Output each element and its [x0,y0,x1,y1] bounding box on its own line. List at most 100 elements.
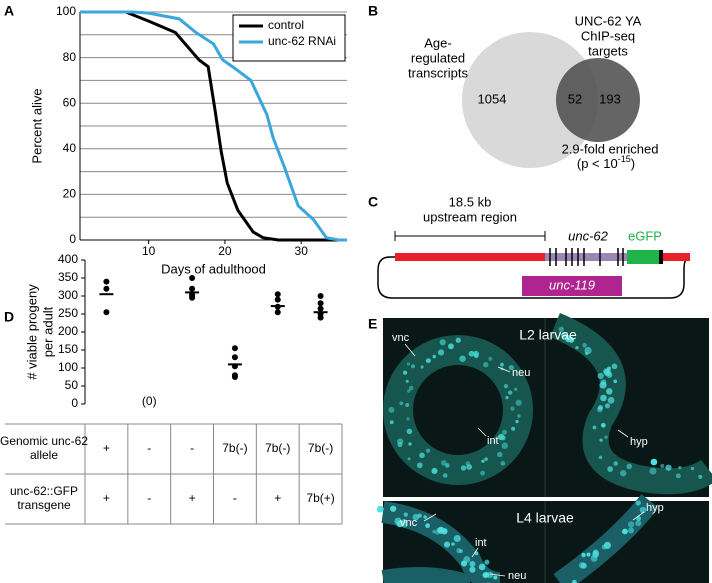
nucleus [406,417,410,421]
data-point [103,285,110,292]
y-tick-label: 60 [63,95,77,109]
nucleus [419,452,425,459]
nucleus [581,552,586,558]
nucleus [412,513,420,521]
nucleus [660,463,665,469]
data-point [317,305,324,312]
nucleus [500,362,504,367]
legend-label: control [268,18,304,32]
nucleus [484,457,488,461]
nucleus [493,575,498,580]
x-tick-label: 10 [142,244,156,258]
exons [549,248,624,266]
table-cell: 7b(-) [265,441,290,455]
nucleus [584,346,592,355]
data-point [189,285,196,292]
row-header: allele [30,448,58,462]
nucleus [431,467,438,474]
panel-letter: E [368,316,377,332]
nucleus [483,362,489,368]
cell-label: hyp [630,436,648,448]
marker-label: unc-119 [549,277,595,292]
nucleus [571,579,577,583]
reporter-label: eGFP [628,228,662,243]
nucleus [399,401,404,406]
nucleus [484,559,490,565]
cell-label: vnc [392,332,410,344]
p-value-exponent: -15 [618,154,631,164]
nucleus [390,505,397,512]
nucleus [580,562,587,569]
data-point [317,293,324,299]
nucleus [517,414,521,418]
nucleus [453,534,461,542]
venn-count: 52 [568,91,582,106]
nucleus [396,520,404,528]
nucleus [613,461,618,466]
venn-circle [556,58,640,142]
nucleus [443,541,451,548]
nucleus [501,442,509,449]
data-point [103,278,110,285]
nucleus [514,387,518,391]
nucleus [406,389,411,393]
nucleus [678,465,682,470]
nucleus [606,388,613,395]
nucleus [568,336,575,343]
venn: Age- regulated transcripts UNC-62 YA ChI… [408,13,658,171]
table-cell: 7b(+) [306,491,334,505]
y-tick-label: 100 [58,360,78,374]
table-cell: 7b(-) [308,441,333,455]
cell-label: int [487,435,499,447]
nucleus [607,466,614,472]
nucleus [481,459,485,463]
nucleus [403,512,408,517]
nucleus [388,406,395,413]
y-axis-label: per adult [40,306,55,357]
y-axis-label: # viable progeny [24,284,39,380]
nucleus [606,372,613,378]
legend-box [232,14,346,62]
y-tick-label: 350 [58,270,78,284]
y-tick-label: 200 [58,324,78,338]
nucleus [611,363,618,370]
span-label: 18.5 kb [449,194,492,209]
nucleus [604,403,611,409]
nucleus [478,563,486,571]
nucleus [498,433,505,441]
nucleus [607,366,611,371]
nucleus [635,520,642,527]
nucleus [627,521,635,528]
nucleus [639,506,647,514]
nucleus [432,529,437,534]
image-title: L2 larvae [519,327,577,343]
nucleus [592,550,600,558]
row-header: unc-62::GFP [10,484,78,498]
table-cell: - [233,491,237,505]
nucleus [469,566,476,573]
table-cell: + [189,491,196,505]
cell-label: int [475,537,487,549]
nucleus [607,396,615,404]
nucleus [508,364,514,371]
nucleus [437,349,445,356]
table-cell: - [190,441,194,455]
nucleus [405,402,410,407]
nucleus [510,406,515,411]
data-point [189,275,196,281]
nucleus [598,455,603,460]
nucleus [622,528,628,535]
nucleus [486,571,494,579]
nucleus [460,560,468,567]
x-tick-label: 20 [218,244,232,258]
y-tick-label: 250 [58,306,78,320]
nucleus [377,505,384,513]
downstream [663,253,690,261]
venn-count: 193 [599,91,621,106]
nucleus [497,451,503,458]
nucleus [505,395,509,400]
utr [659,250,663,264]
nucleus [586,552,591,557]
nucleus [592,425,597,430]
